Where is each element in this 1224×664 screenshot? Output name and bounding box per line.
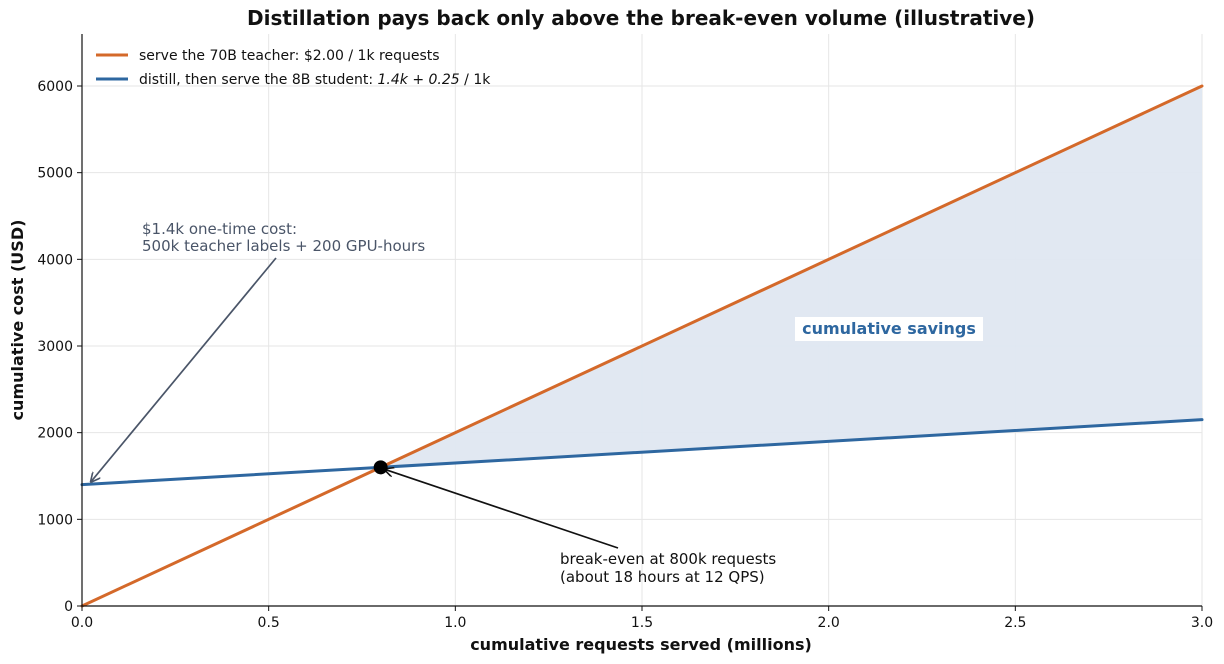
- y-tick-label: 1000: [37, 512, 73, 528]
- one-time-cost-label-line1: $1.4k one-time cost:: [142, 220, 297, 238]
- y-tick-label: 0: [64, 599, 73, 615]
- one-time-cost-label-line2: 500k teacher labels + 200 GPU-hours: [142, 237, 425, 255]
- y-tick-label: 5000: [37, 166, 73, 182]
- break-even-marker: [373, 460, 388, 475]
- y-tick-label: 6000: [37, 79, 73, 95]
- series-line-student: [80, 418, 1204, 487]
- break-even-label-line2: (about 18 hours at 12 QPS): [560, 568, 765, 586]
- x-tick-label: 1.0: [444, 615, 466, 631]
- legend: serve the 70B teacher: $2.00 / 1k reques…: [96, 48, 491, 88]
- x-axis-label: cumulative requests served (millions): [470, 635, 812, 654]
- y-tick-label: 3000: [37, 339, 73, 355]
- break-even-label-line1: break-even at 800k requests: [560, 550, 776, 568]
- one-time-cost-annotation: $1.4k one-time cost: 500k teacher labels…: [91, 220, 425, 482]
- x-tick-label: 1.5: [631, 615, 653, 631]
- legend-label-teacher: serve the 70B teacher: $2.00 / 1k reques…: [139, 48, 440, 64]
- y-tick-label: 2000: [37, 426, 73, 442]
- y-axis-label: cumulative cost (USD): [8, 220, 27, 421]
- one-time-cost-arrow: [91, 257, 277, 482]
- savings-label-background: [795, 317, 983, 341]
- chart-title: Distillation pays back only above the br…: [247, 6, 1035, 30]
- savings-label: cumulative savings: [802, 319, 976, 338]
- series-layer: [80, 84, 1204, 608]
- legend-label-student-math: 1.4k + 0.25: [378, 72, 460, 88]
- y-tick-label: 4000: [37, 252, 73, 268]
- series-line-teacher: [80, 84, 1204, 608]
- x-tick-label: 3.0: [1191, 615, 1213, 631]
- legend-label-student-suffix: / 1k: [460, 72, 492, 88]
- legend-label-student-prefix: distill, then serve the 8B student:: [139, 72, 378, 88]
- x-tick-label: 2.5: [1004, 615, 1026, 631]
- break-even-annotation: break-even at 800k requests (about 18 ho…: [385, 469, 776, 586]
- x-tick-label: 0.0: [71, 615, 93, 631]
- legend-label-student: distill, then serve the 8B student: 1.4k…: [139, 72, 491, 88]
- x-tick-label: 2.0: [818, 615, 840, 631]
- x-tick-label: 0.5: [258, 615, 280, 631]
- break-even-arrow: [385, 469, 619, 549]
- ticks: 0.0 0.5 1.0 1.5 2.0 2.5 3.0 0 1000 2000 3000 4000 50…: [37, 79, 1213, 631]
